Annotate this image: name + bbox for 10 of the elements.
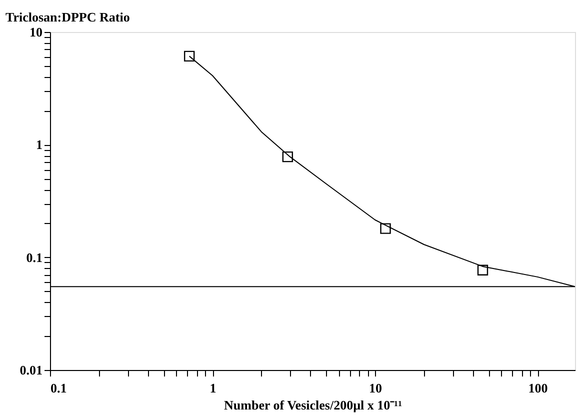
x-tick-label: 100 xyxy=(528,380,548,396)
y-axis-title: Triclosan:DPPC Ratio xyxy=(6,10,130,24)
x-axis-title: Number of Vesicles/200µl x 10⁻¹¹ xyxy=(224,398,402,412)
y-tick-label: 0.01 xyxy=(20,362,42,378)
x-tick-label: 0.1 xyxy=(50,380,67,396)
x-tick-label: 1 xyxy=(210,380,216,396)
y-tick-label: 10 xyxy=(30,24,42,40)
y-tick-label: 0.1 xyxy=(26,250,42,265)
y-tick-label: 1 xyxy=(36,137,42,152)
x-tick-label: 10 xyxy=(369,380,382,396)
